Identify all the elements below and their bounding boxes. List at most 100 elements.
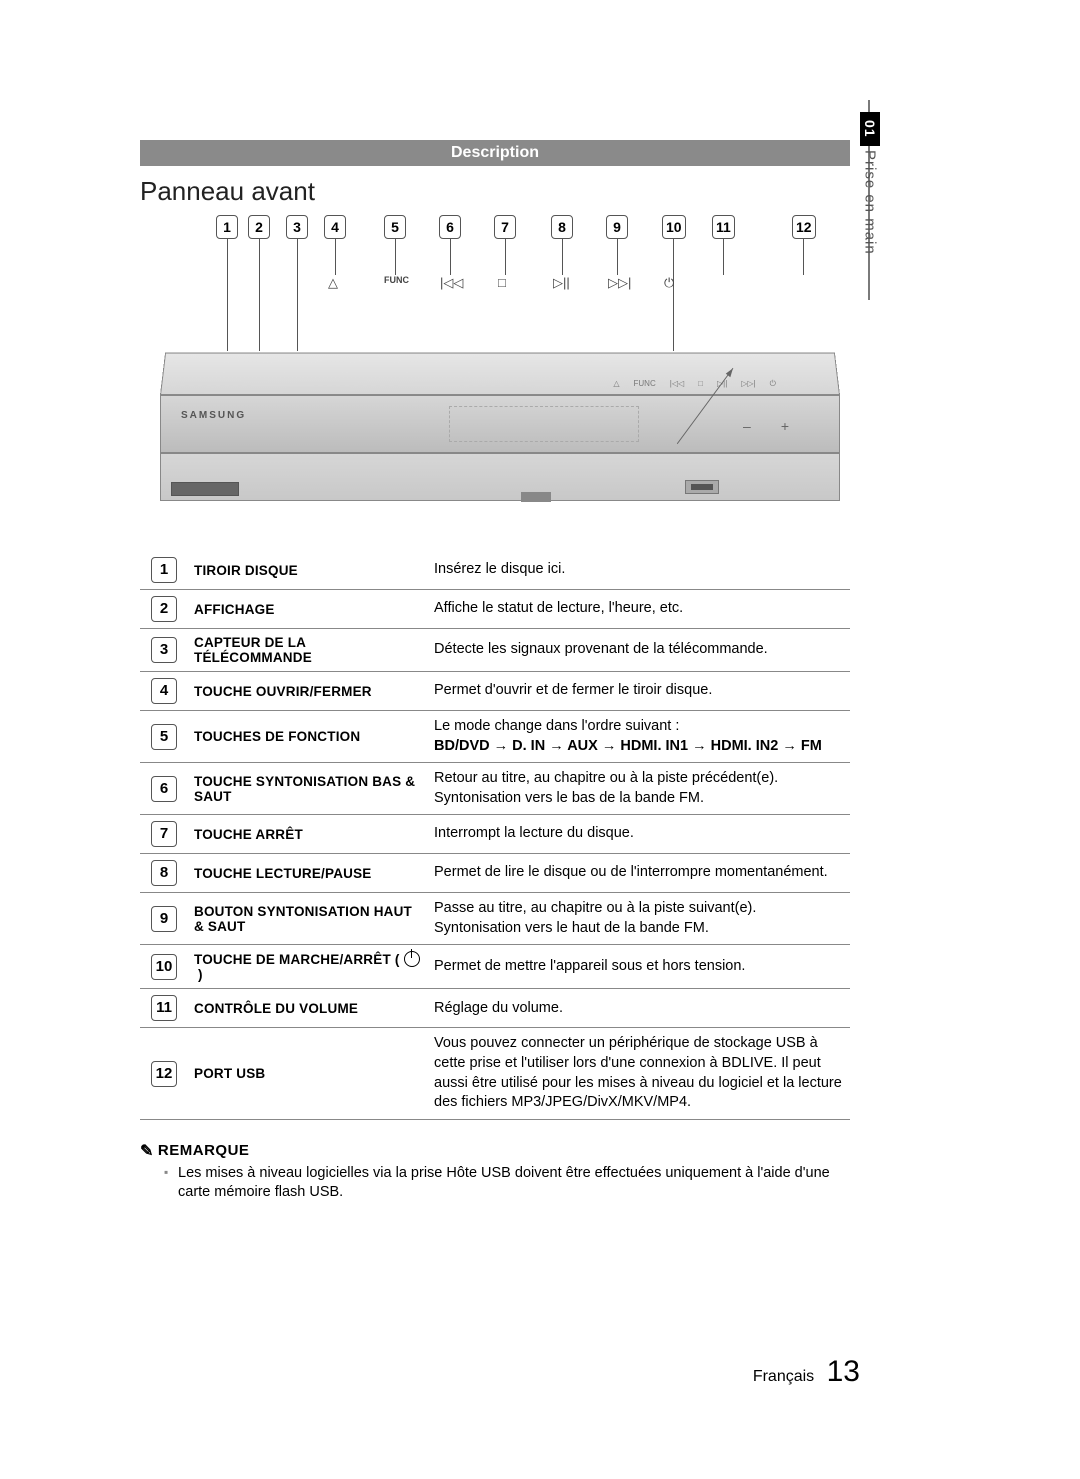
row-number-cell: 4: [140, 672, 188, 711]
row-number-cell: 11: [140, 989, 188, 1028]
row-number: 5: [151, 724, 177, 750]
panel-icon: ▷||: [553, 275, 570, 291]
row-label: TOUCHE OUVRIR/FERMER: [188, 672, 428, 711]
chapter-number: 01: [860, 112, 880, 146]
table-row: 3 CAPTEUR DE LA TÉLÉCOMMANDEDétecte les s…: [140, 629, 850, 672]
row-number: 7: [151, 821, 177, 847]
volume-control: – +: [743, 418, 789, 434]
leader-line: [723, 239, 724, 275]
side-tab: 01 Prise en main: [860, 112, 880, 254]
device-top-icon: ⏻: [770, 379, 776, 389]
table-row: 4 TOUCHE OUVRIR/FERMERPermet d'ouvrir et …: [140, 672, 850, 711]
brand-logo: SAMSUNG: [181, 410, 246, 421]
display-window: [449, 406, 639, 442]
row-description: Détecte les signaux provenant de la télé…: [428, 629, 850, 672]
row-description: Le mode change dans l'ordre suivant :BD/…: [428, 711, 850, 763]
table-row: 10TOUCHE DE MARCHE/ARRÊT ( )Permet de me…: [140, 945, 850, 989]
icon-row: △FUNC|◁◁□▷||▷▷|⏻: [140, 275, 850, 307]
callout-number: 4: [324, 215, 346, 239]
row-number-cell: 6: [140, 763, 188, 815]
callout-12: 12: [792, 215, 816, 275]
callout-number: 5: [384, 215, 406, 239]
device-top-icon: FUNC: [634, 379, 656, 389]
callout-number: 1: [216, 215, 238, 239]
row-label: CONTRÔLE DU VOLUME: [188, 989, 428, 1028]
row-number: 2: [151, 596, 177, 622]
row-number: 9: [151, 906, 177, 932]
row-label: CAPTEUR DE LA TÉLÉCOMMANDE: [188, 629, 428, 672]
row-number-cell: 2: [140, 590, 188, 629]
device-top-icon: |◁◁: [670, 379, 684, 389]
table-row: 5 TOUCHES DE FONCTIONLe mode change dans …: [140, 711, 850, 763]
callout-6: 6: [439, 215, 461, 275]
panel-icon: △: [328, 275, 338, 291]
row-number: 12: [151, 1061, 178, 1087]
row-number: 1: [151, 557, 177, 583]
leader-line: [562, 239, 563, 275]
page: 01 Prise en main Description Panneau ava…: [0, 0, 1080, 1479]
row-label: TOUCHE DE MARCHE/ARRÊT ( ): [188, 945, 428, 989]
callout-number: 8: [551, 215, 573, 239]
row-description: Permet d'ouvrir et de fermer le tiroir d…: [428, 672, 850, 711]
row-number-cell: 9: [140, 893, 188, 945]
row-number-cell: 12: [140, 1028, 188, 1119]
power-icon: [404, 951, 420, 967]
table-row: 12PORT USBVous pouvez connecter un périp…: [140, 1028, 850, 1119]
callout-number: 3: [286, 215, 308, 239]
leader-line: [505, 239, 506, 275]
device-illustration: △FUNC|◁◁□▷||▷▷|⏻ SAMSUNG – +: [160, 351, 840, 511]
panel-icon: □: [498, 275, 506, 290]
row-number-cell: 8: [140, 854, 188, 893]
remark-title: REMARQUE: [158, 1142, 250, 1159]
row-description: Interrompt la lecture du disque.: [428, 815, 850, 854]
row-number-cell: 7: [140, 815, 188, 854]
leader-line: [803, 239, 804, 275]
leader-line: [617, 239, 618, 275]
device-foot: [521, 492, 551, 502]
row-label: TOUCHE ARRÊT: [188, 815, 428, 854]
section-bar: Description: [140, 140, 850, 166]
device-top-icon: ▷||: [717, 379, 727, 389]
device-face: SAMSUNG – +: [160, 395, 840, 453]
row-number-cell: 10: [140, 945, 188, 989]
panel-icon: FUNC: [384, 275, 409, 285]
callout-number: 7: [494, 215, 516, 239]
table-row: 2AFFICHAGEAffiche le statut de lecture, …: [140, 590, 850, 629]
volume-plus: +: [781, 418, 789, 434]
callout-number: 10: [662, 215, 686, 239]
volume-minus: –: [743, 418, 751, 434]
row-label: TOUCHE LECTURE/PAUSE: [188, 854, 428, 893]
row-description: Vous pouvez connecter un périphérique de…: [428, 1028, 850, 1119]
callout-11: 11: [712, 215, 735, 275]
panel-icon: ⏻: [664, 275, 674, 291]
row-label: TOUCHES DE FONCTION: [188, 711, 428, 763]
row-number: 4: [151, 678, 177, 704]
row-description: Insérez le disque ici.: [428, 551, 850, 590]
row-description: Affiche le statut de lecture, l'heure, e…: [428, 590, 850, 629]
callout-number: 6: [439, 215, 461, 239]
table-row: 1TIROIR DISQUEInsérez le disque ici.: [140, 551, 850, 590]
row-description: Retour au titre, au chapitre ou à la pis…: [428, 763, 850, 815]
parts-table: 1TIROIR DISQUEInsérez le disque ici.2AFF…: [140, 551, 850, 1120]
row-description: Permet de mettre l'appareil sous et hors…: [428, 945, 850, 989]
device-top-icon: ▷▷|: [741, 379, 755, 389]
page-footer: Français 13: [753, 1355, 860, 1389]
front-panel-diagram: 123456789101112 △FUNC|◁◁□▷||▷▷|⏻ △FUNC|◁…: [140, 215, 850, 525]
device-top-icon: △: [613, 379, 619, 389]
callout-number: 2: [248, 215, 270, 239]
row-number: 6: [151, 776, 177, 802]
row-number-cell: 5: [140, 711, 188, 763]
pencil-icon: ✎: [140, 1141, 154, 1161]
footer-lang: Français: [753, 1368, 814, 1385]
callout-number: 12: [792, 215, 816, 239]
remark-block: ✎REMARQUE Les mises à niveau logicielles…: [140, 1140, 850, 1203]
row-number-cell: 1: [140, 551, 188, 590]
disc-tray: [171, 482, 239, 496]
callout-9: 9: [606, 215, 628, 275]
leader-line: [395, 239, 396, 275]
row-number: 3: [151, 637, 177, 663]
chapter-title: Prise en main: [862, 150, 879, 255]
callout-number: 9: [606, 215, 628, 239]
row-description: Passe au titre, au chapitre ou à la pist…: [428, 893, 850, 945]
callout-number: 11: [712, 215, 735, 239]
